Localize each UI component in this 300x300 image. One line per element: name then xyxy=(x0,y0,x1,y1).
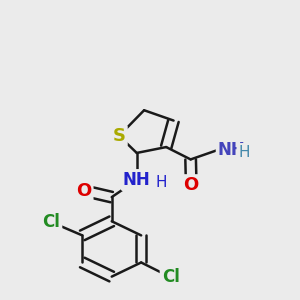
Text: NH: NH xyxy=(123,171,151,189)
Text: H: H xyxy=(238,145,250,160)
Text: O: O xyxy=(184,176,199,194)
Text: O: O xyxy=(76,182,92,200)
Text: Cl: Cl xyxy=(42,213,60,231)
Text: Cl: Cl xyxy=(162,268,179,286)
Text: S: S xyxy=(112,127,126,145)
Text: NH: NH xyxy=(218,141,245,159)
Text: H: H xyxy=(156,175,167,190)
